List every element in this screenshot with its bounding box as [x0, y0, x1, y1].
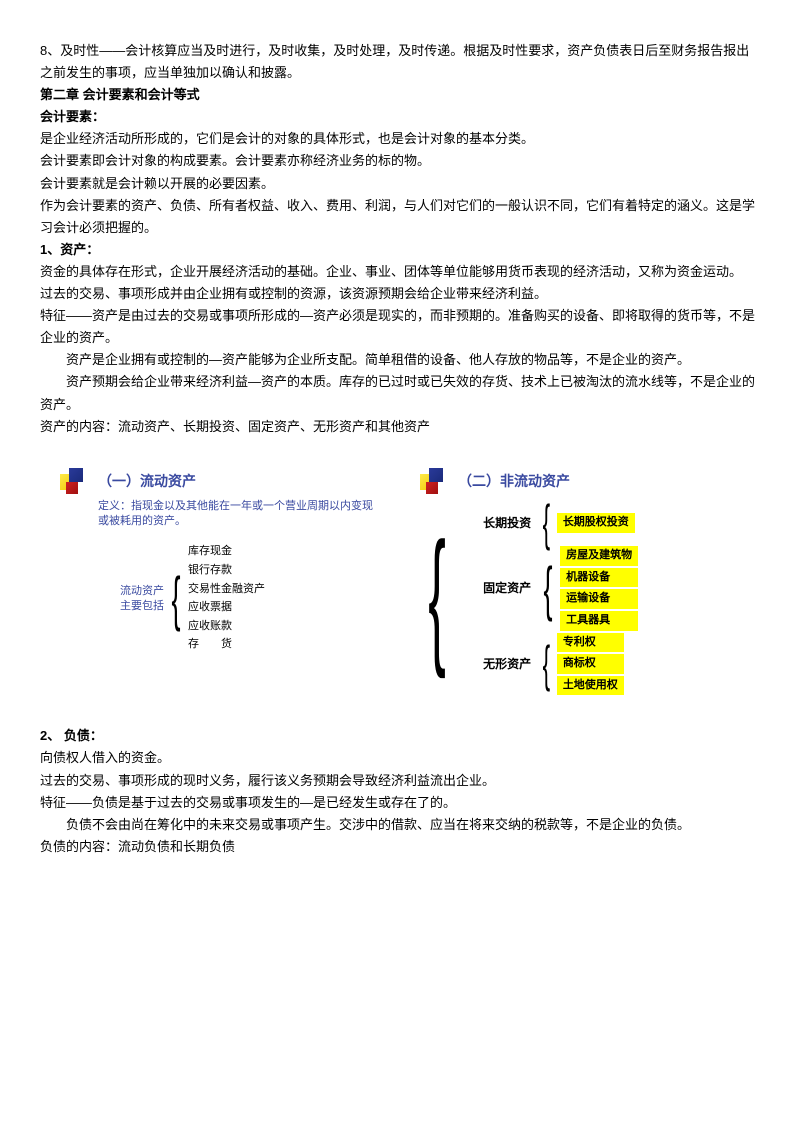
liability-p1: 向债权人借入的资金。 [40, 747, 760, 769]
intro-p2: 会计要素即会计对象的构成要素。会计要素亦称经济业务的标的物。 [40, 150, 760, 172]
current-assets-items: 库存现金 银行存款 交易性金融资产 应收票据 应收账款 存 货 [188, 543, 265, 654]
brace-icon: { [544, 563, 553, 614]
asset-p1: 资金的具体存在形式，企业开展经济活动的基础。企业、事业、团体等单位能够用货币表现… [40, 261, 760, 283]
asset-p4: 资产是企业拥有或控制的—资产能够为企业所支配。简单租借的设备、他人存放的物品等，… [40, 349, 760, 371]
asset-diagram: （一）流动资产 定义：指现金以及其他能在一年或一个营业周期以内变现或被耗用的资产… [60, 468, 760, 696]
bullet-icon [420, 468, 448, 496]
noncurrent-assets-title: （二）非流动资产 [458, 470, 570, 494]
current-assets-title: （一）流动资产 [98, 470, 196, 494]
chapter-title: 第二章 会计要素和会计等式 [40, 84, 760, 106]
category-fixed: 固定资产 { 房屋及建筑物 机器设备 运输设备 工具器具 [478, 546, 638, 630]
current-assets-sublabel: 流动资产 主要包括 [120, 584, 164, 613]
main-brace-icon: { [428, 528, 446, 663]
current-assets-panel: （一）流动资产 定义：指现金以及其他能在一年或一个营业周期以内变现或被耗用的资产… [60, 468, 380, 696]
bullet-icon [60, 468, 88, 496]
intro-item8: 8、及时性——会计核算应当及时进行，及时收集，及时处理，及时传递。根据及时性要求… [40, 40, 760, 84]
intro-p3: 会计要素就是会计赖以开展的必要因素。 [40, 173, 760, 195]
category-intangible: 无形资产 { 专利权 商标权 土地使用权 [478, 633, 638, 696]
liability-p5: 负债的内容：流动负债和长期负债 [40, 836, 760, 858]
brace-icon: { [543, 643, 551, 686]
asset-p5: 资产预期会给企业带来经济利益—资产的本质。库存的已过时或已失效的存货、技术上已被… [40, 371, 760, 415]
noncurrent-assets-panel: （二）非流动资产 { 长期投资 { 长期股权投资 固定资产 { 房屋及建筑物 机… [420, 468, 740, 696]
brace-icon: { [172, 573, 181, 624]
intro-p4: 作为会计要素的资产、负债、所有者权益、收入、费用、利润，与人们对它们的一般认识不… [40, 195, 760, 239]
asset-p6: 资产的内容：流动资产、长期投资、固定资产、无形资产和其他资产 [40, 416, 760, 438]
current-assets-definition: 定义：指现金以及其他能在一年或一个营业周期以内变现或被耗用的资产。 [98, 499, 380, 530]
liability-p3: 特征——负债是基于过去的交易或事项发生的—是已经发生或存在了的。 [40, 792, 760, 814]
category-longterm: 长期投资 { 长期股权投资 [478, 502, 638, 545]
asset-title: 1、资产： [40, 239, 760, 261]
liability-title: 2、 负债： [40, 725, 760, 747]
asset-p2: 过去的交易、事项形成并由企业拥有或控制的资源，该资源预期会给企业带来经济利益。 [40, 283, 760, 305]
liability-p4: 负债不会由尚在筹化中的未来交易或事项产生。交涉中的借款、应当在将来交纳的税款等，… [40, 814, 760, 836]
heading-elements: 会计要素： [40, 106, 760, 128]
brace-icon: { [543, 502, 551, 545]
liability-p2: 过去的交易、事项形成的现时义务，履行该义务预期会导致经济利益流出企业。 [40, 770, 760, 792]
intro-p1: 是企业经济活动所形成的，它们是会计的对象的具体形式，也是会计对象的基本分类。 [40, 128, 760, 150]
asset-p3: 特征——资产是由过去的交易或事项所形成的—资产必须是现实的，而非预期的。准备购买… [40, 305, 760, 349]
